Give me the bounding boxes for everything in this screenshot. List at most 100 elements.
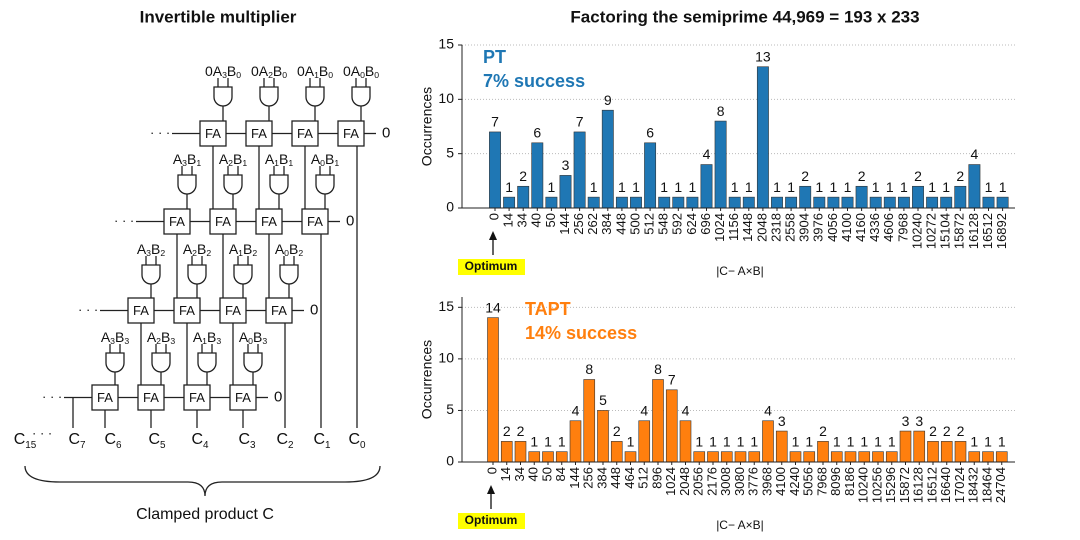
ellipsis: · · · — [78, 302, 98, 317]
bar — [503, 196, 516, 209]
label-part: C — [276, 431, 288, 448]
sub-label: A3B3 — [101, 329, 130, 347]
x-tick-label: 2048 — [677, 467, 692, 496]
bar — [841, 196, 854, 209]
label-part: 0 — [360, 70, 365, 80]
value-label: 1 — [830, 179, 838, 195]
label-part: 0 — [236, 70, 241, 80]
x-tick-label: 592 — [670, 213, 685, 235]
label-part: 3 — [216, 336, 221, 346]
bar — [817, 441, 829, 463]
x-tick-label: 144 — [567, 467, 582, 489]
full-adder — [209, 208, 237, 235]
label-part: 1 — [196, 158, 201, 168]
value-label: 1 — [773, 179, 781, 195]
sub-label: A2B1 — [219, 151, 248, 169]
bar — [573, 131, 586, 209]
x-tick-label: 448 — [613, 213, 628, 235]
full-adder — [137, 384, 165, 411]
x-tick-label: 3904 — [797, 213, 812, 242]
x-tick-label: 448 — [608, 467, 623, 489]
value-label: 1 — [833, 433, 841, 449]
label-part: 0A — [297, 63, 315, 79]
optimum-arrowhead — [487, 485, 495, 494]
label-part: C — [191, 431, 203, 448]
x-tick-label: 40 — [526, 467, 541, 481]
label-part: B — [289, 241, 298, 257]
label-part: 2 — [228, 158, 233, 168]
and-gate — [197, 352, 217, 373]
value-label: 1 — [618, 179, 626, 195]
bar — [686, 196, 699, 209]
x-tick-label: 4100 — [839, 213, 854, 242]
full-adder — [127, 297, 155, 324]
x-tick-label: 896 — [649, 467, 664, 489]
bar — [559, 175, 572, 209]
label-part: 6 — [116, 439, 122, 450]
value-label: 1 — [544, 433, 552, 449]
fa-label: FA — [307, 214, 323, 229]
x-tick-label: 15872 — [897, 467, 912, 503]
y-tick-label: 5 — [446, 401, 454, 417]
value-label: 1 — [731, 179, 739, 195]
x-tick-label: 4606 — [881, 213, 896, 242]
label-part: 3 — [146, 248, 151, 258]
sub-label: A3B2 — [137, 241, 166, 259]
sub-label: 0A2B0 — [251, 63, 287, 81]
and-gate — [187, 264, 207, 285]
label-part: A — [183, 241, 193, 257]
bar — [855, 185, 868, 209]
value-label: 2 — [519, 168, 527, 184]
x-tick-label: 1024 — [712, 213, 727, 242]
value-label: 2 — [819, 423, 827, 439]
bar — [714, 120, 727, 209]
fa-label: FA — [235, 390, 251, 405]
ellipsis: · · · — [32, 425, 52, 440]
fa-label: FA — [297, 126, 313, 141]
value-label: 1 — [548, 179, 556, 195]
x-tick-label: 500 — [627, 213, 642, 235]
label-part: A — [239, 329, 249, 345]
label-part: 2 — [252, 248, 257, 258]
bar — [624, 451, 637, 463]
value-label: 2 — [613, 423, 621, 439]
y-tick-label: 10 — [438, 350, 454, 366]
label-part: 0 — [360, 439, 366, 450]
label-part: 3 — [124, 336, 129, 346]
x-tick-label: 16640 — [938, 467, 953, 503]
bar — [610, 441, 623, 463]
value-label: 1 — [787, 179, 795, 195]
label-part: C — [238, 431, 250, 448]
label-part: C — [68, 431, 80, 448]
fa-label: FA — [251, 126, 267, 141]
bar — [679, 420, 692, 463]
label-part: 1 — [242, 158, 247, 168]
bar — [672, 196, 685, 209]
value-label: 4 — [764, 402, 772, 418]
value-label: 4 — [682, 402, 690, 418]
value-label: 1 — [998, 433, 1006, 449]
label-part: A — [173, 151, 183, 167]
sub-label: A0B3 — [239, 329, 268, 347]
label-part: B — [187, 151, 196, 167]
bar — [658, 196, 671, 209]
label-part: 0 — [282, 70, 287, 80]
sub-label: A2B2 — [183, 241, 212, 259]
bar — [996, 196, 1009, 209]
bar — [803, 451, 816, 463]
x-tick-label: 696 — [698, 213, 713, 235]
label-part: A — [219, 151, 229, 167]
sub-label: C4 — [191, 431, 209, 450]
label-part: 0A — [251, 63, 269, 79]
bar — [827, 196, 840, 209]
bar — [913, 430, 926, 463]
value-label: 1 — [847, 433, 855, 449]
and-gate — [315, 174, 335, 195]
bar — [954, 185, 967, 209]
label-part: 1 — [274, 158, 279, 168]
value-label: 8 — [717, 103, 725, 119]
bar — [583, 379, 596, 463]
sub-label: A1B1 — [265, 151, 294, 169]
label-part: 15 — [25, 439, 37, 450]
label-part: 1 — [288, 158, 293, 168]
